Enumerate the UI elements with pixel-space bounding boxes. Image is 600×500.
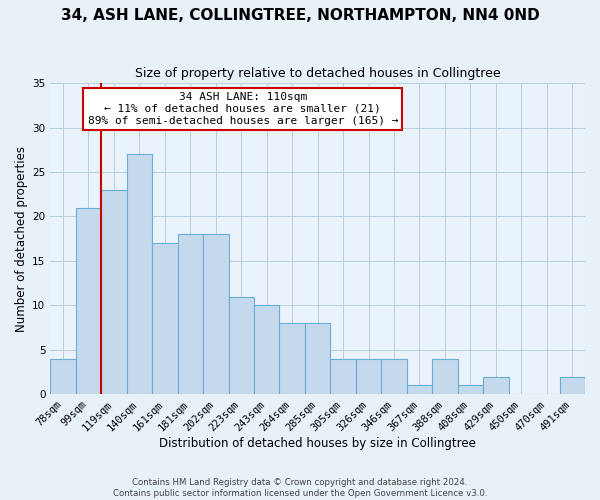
- Bar: [76, 208, 101, 394]
- Text: 34 ASH LANE: 110sqm
← 11% of detached houses are smaller (21)
89% of semi-detach: 34 ASH LANE: 110sqm ← 11% of detached ho…: [88, 92, 398, 126]
- Text: Contains HM Land Registry data © Crown copyright and database right 2024.
Contai: Contains HM Land Registry data © Crown c…: [113, 478, 487, 498]
- Bar: [305, 323, 331, 394]
- Bar: [178, 234, 203, 394]
- Bar: [458, 386, 483, 394]
- Bar: [560, 376, 585, 394]
- Bar: [229, 296, 254, 394]
- Bar: [203, 234, 229, 394]
- Bar: [254, 306, 280, 394]
- Title: Size of property relative to detached houses in Collingtree: Size of property relative to detached ho…: [135, 68, 500, 80]
- Bar: [356, 359, 381, 394]
- Bar: [152, 243, 178, 394]
- Bar: [50, 359, 76, 394]
- Bar: [407, 386, 432, 394]
- Bar: [432, 359, 458, 394]
- Bar: [483, 376, 509, 394]
- X-axis label: Distribution of detached houses by size in Collingtree: Distribution of detached houses by size …: [159, 437, 476, 450]
- Bar: [381, 359, 407, 394]
- Bar: [280, 323, 305, 394]
- Bar: [331, 359, 356, 394]
- Bar: [127, 154, 152, 394]
- Text: 34, ASH LANE, COLLINGTREE, NORTHAMPTON, NN4 0ND: 34, ASH LANE, COLLINGTREE, NORTHAMPTON, …: [61, 8, 539, 22]
- Bar: [101, 190, 127, 394]
- Y-axis label: Number of detached properties: Number of detached properties: [15, 146, 28, 332]
